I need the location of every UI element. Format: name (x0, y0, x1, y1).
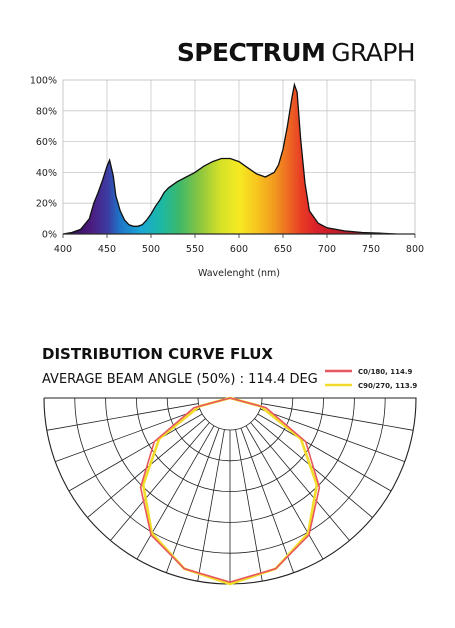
polar-spoke (87, 418, 206, 518)
legend-label-c90: C90/270, 113.9 (358, 382, 417, 390)
title-light: GRAPH (331, 38, 415, 67)
x-tick-label: 400 (54, 244, 72, 255)
polar-spoke (110, 422, 210, 541)
polar-spoke (235, 429, 263, 582)
polar-spoke (254, 418, 373, 518)
spectrum-chart: 0% 20% 40% 60% 80% 100% 400 450 500 550 600 650 700 7… (30, 76, 424, 280)
polar-spoke (197, 429, 225, 582)
page-title: SPECTRUM GRAPH (176, 38, 416, 67)
x-tick-label: 750 (362, 244, 380, 255)
x-axis-label: Wavelenght (nm) (198, 268, 280, 279)
series-c90-curve (141, 396, 319, 586)
series-c0-curve (139, 397, 321, 583)
x-tick-label: 500 (142, 244, 160, 255)
polar-spoke (55, 408, 201, 462)
polar-ring (136, 397, 324, 492)
polar-spoke (261, 403, 414, 431)
x-tick-label: 550 (186, 244, 204, 255)
polar-outer-ring (43, 397, 417, 585)
y-tick-label: 20% (36, 199, 57, 210)
polar-spoke (46, 403, 199, 431)
spectrum-area (62, 82, 415, 235)
polar-spoke (136, 425, 215, 560)
polar-spoke (68, 413, 203, 492)
x-tick-label: 700 (318, 244, 336, 255)
beam-angle-label: AVERAGE BEAM ANGLE (50%) : 114.4 DEG (42, 372, 318, 387)
y-tick-label: 40% (36, 168, 57, 179)
y-tick-label: 60% (36, 137, 57, 148)
x-tick-label: 650 (274, 244, 292, 255)
y-tick-label: 100% (30, 76, 57, 87)
polar-ring (74, 397, 386, 554)
polar-ring (166, 397, 294, 462)
polar-spoke (245, 425, 324, 560)
polar-spoke (166, 427, 220, 573)
legend-label-c0: C0/180, 114.9 (358, 368, 413, 376)
polar-spoke (250, 422, 350, 541)
x-tick-label: 450 (98, 244, 116, 255)
polar-spoke (259, 408, 405, 462)
polar-spoke (240, 427, 294, 573)
y-tick-label: 80% (36, 106, 57, 117)
distribution-title: DISTRIBUTION CURVE FLUX (42, 345, 273, 363)
title-bold: SPECTRUM (176, 38, 326, 67)
x-tick-label: 800 (406, 244, 424, 255)
polar-inner-ring (197, 397, 263, 431)
y-tick-label: 0% (42, 230, 57, 241)
x-tick-label: 600 (230, 244, 248, 255)
polar-spoke (257, 413, 392, 492)
polar-ring (105, 397, 355, 523)
